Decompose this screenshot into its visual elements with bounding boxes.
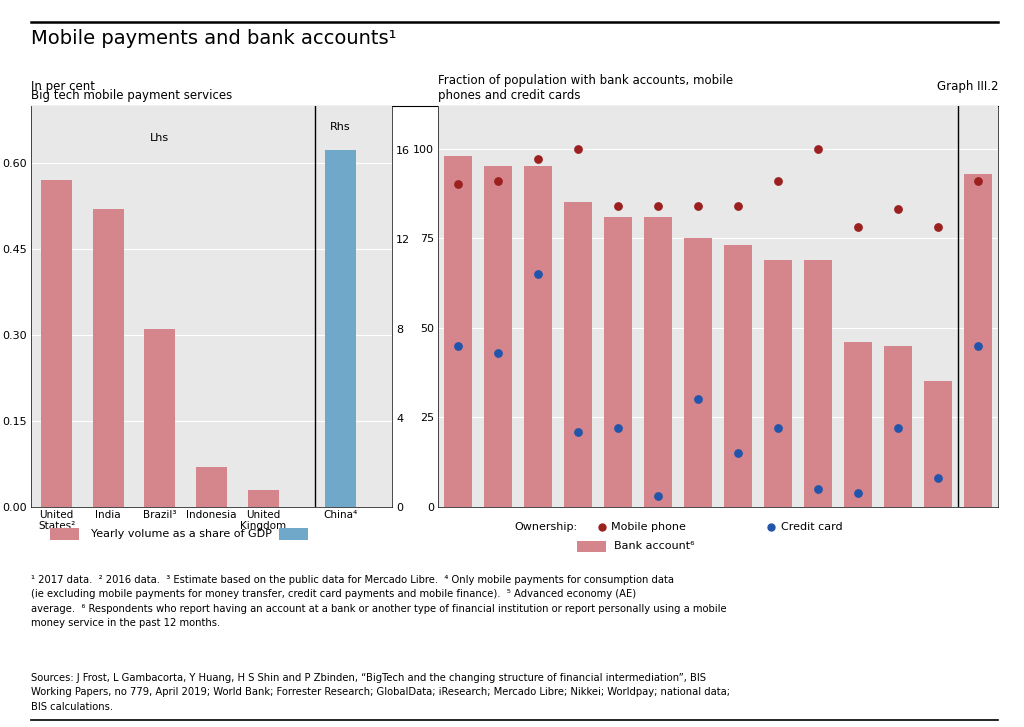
FancyBboxPatch shape (50, 528, 79, 540)
Point (770, 175, 786, 187)
Text: Bank account⁶: Bank account⁶ (614, 541, 694, 551)
Bar (41, 180, 72, 507)
Text: Credit card: Credit card (780, 522, 843, 532)
Point (970, 175, 986, 187)
Bar (804, 260, 833, 507)
Point (850, 486, 866, 498)
Bar (564, 202, 592, 507)
Point (530, 268, 547, 280)
Text: Sources: J Frost, L Gambacorta, Y Huang, H S Shin and P Zbinden, “BigTech and th: Sources: J Frost, L Gambacorta, Y Huang,… (31, 673, 730, 712)
Text: Lhs: Lhs (151, 133, 169, 142)
Text: Mobile payments and bank accounts¹: Mobile payments and bank accounts¹ (31, 28, 396, 47)
Bar (724, 245, 753, 507)
Point (570, 142, 587, 154)
Bar (196, 467, 227, 507)
Point (810, 483, 826, 495)
Text: Yearly volume as a share of GDP: Yearly volume as a share of GDP (91, 529, 271, 539)
Bar (444, 156, 472, 507)
Point (610, 200, 627, 212)
Bar (764, 260, 793, 507)
Point (570, 426, 587, 438)
Bar (644, 217, 673, 507)
Text: Graph III.2: Graph III.2 (937, 81, 998, 94)
Point (490, 175, 507, 187)
FancyBboxPatch shape (280, 528, 308, 540)
Point (890, 422, 906, 434)
Point (930, 222, 946, 233)
Point (970, 340, 986, 351)
Text: Ownership:: Ownership: (514, 522, 578, 531)
Point (850, 222, 866, 233)
Point (650, 200, 667, 212)
FancyBboxPatch shape (578, 541, 606, 552)
Bar (965, 174, 992, 507)
Point (770, 422, 786, 434)
Bar (484, 166, 512, 507)
Point (690, 200, 707, 212)
Point (610, 422, 627, 434)
Text: ¹ 2017 data.  ² 2016 data.  ³ Estimate based on the public data for Mercado Libr: ¹ 2017 data. ² 2016 data. ³ Estimate bas… (31, 575, 726, 628)
Bar (885, 345, 912, 507)
Bar (524, 166, 552, 507)
Point (690, 393, 707, 405)
Point (730, 200, 746, 212)
Bar (845, 342, 872, 507)
Text: Fraction of population with bank accounts, mobile
phones and credit cards: Fraction of population with bank account… (438, 73, 733, 102)
Point (890, 204, 906, 215)
Point (650, 490, 667, 502)
Point (450, 340, 466, 351)
Text: In per cent: In per cent (31, 81, 94, 94)
Text: Rhs: Rhs (330, 122, 351, 132)
Text: Big tech mobile payment services: Big tech mobile payment services (31, 89, 232, 102)
Point (450, 179, 466, 190)
Bar (604, 217, 632, 507)
Bar (925, 382, 952, 507)
Point (730, 447, 746, 459)
Point (810, 142, 826, 154)
Bar (325, 150, 356, 507)
Bar (93, 209, 124, 507)
Text: Mobile phone: Mobile phone (611, 522, 686, 532)
Bar (684, 238, 713, 507)
Bar (144, 329, 175, 507)
Bar (248, 490, 279, 507)
Point (490, 347, 507, 358)
Point (530, 153, 547, 165)
Point (930, 473, 946, 484)
